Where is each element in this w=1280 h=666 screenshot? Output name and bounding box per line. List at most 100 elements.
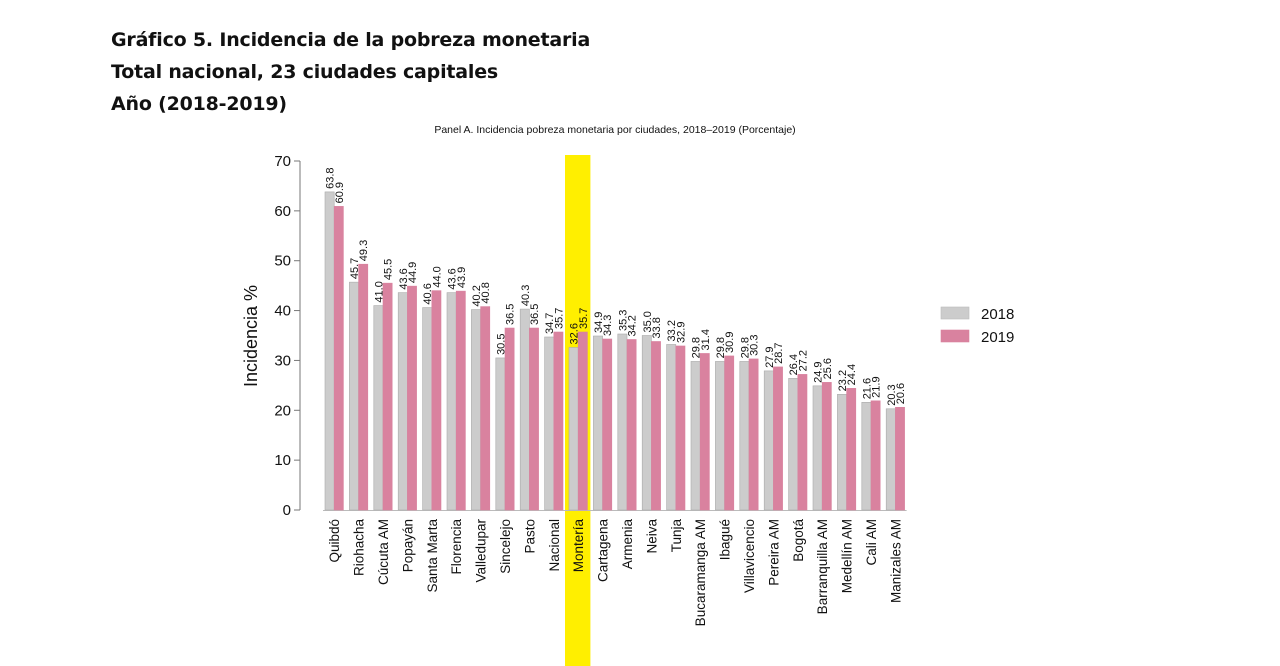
- bar-2018: [715, 361, 725, 511]
- data-label-2018: 26.4: [788, 354, 800, 375]
- bar-2019: [504, 327, 515, 511]
- bar-2019: [529, 327, 539, 511]
- x-tick-label: Riohacha: [352, 519, 367, 577]
- data-label-2019: 35.7: [553, 308, 565, 329]
- bar-2018: [837, 394, 847, 511]
- bar-2019: [382, 282, 393, 511]
- bar-2019: [748, 358, 759, 511]
- x-tick-label: Sincelejo: [498, 519, 513, 574]
- x-tick-label: Barranquilla AM: [815, 519, 830, 614]
- data-label-2018: 40.3: [520, 285, 532, 306]
- figure-title: Gráfico 5. Incidencia de la pobreza mone…: [111, 29, 591, 51]
- bar-2019: [870, 400, 881, 511]
- x-tick-label: Pasto: [522, 519, 537, 554]
- figure-subtitle: Total nacional, 23 ciudades capitales: [111, 61, 498, 83]
- data-label-2019: 33.8: [651, 317, 663, 338]
- data-label-2019: 20.6: [895, 383, 907, 404]
- bar-2018: [617, 333, 628, 511]
- bar-2018: [690, 361, 701, 511]
- x-tick-label: Bucaramanga AM: [693, 519, 708, 626]
- bar-2018: [446, 292, 457, 511]
- data-label-2019: 34.2: [627, 315, 639, 336]
- x-tick-label: Popayán: [400, 519, 415, 572]
- data-label-2019: 25.6: [822, 358, 834, 379]
- y-tick-label: 20: [274, 402, 291, 419]
- bar-2019: [626, 339, 637, 511]
- bar-2018: [812, 385, 823, 511]
- data-label-2018: 33.2: [666, 320, 678, 341]
- data-label-2018: 43.6: [398, 268, 410, 289]
- x-tick-label: Ibagué: [718, 519, 733, 560]
- bar-2018: [739, 361, 750, 511]
- x-tick-label: Santa Marta: [425, 519, 440, 593]
- data-label-2018: 23.2: [837, 370, 849, 391]
- data-label-2019: 35.7: [578, 308, 590, 329]
- data-label-2018: 30.5: [495, 334, 507, 355]
- bar-2018: [544, 336, 555, 511]
- x-tick-label: Cúcuta AM: [376, 519, 391, 585]
- legend-swatch-2018: [940, 306, 970, 320]
- bar-2018: [593, 335, 603, 511]
- bar-2019: [724, 355, 735, 511]
- x-tick-label: Medellín AM: [840, 519, 855, 593]
- bar-2019: [699, 353, 710, 511]
- bar-2018: [422, 307, 433, 511]
- bar-2019: [407, 285, 417, 511]
- x-tick-label: Armenia: [620, 519, 635, 570]
- data-label-2019: 32.9: [675, 322, 687, 343]
- x-tick-label: Montería: [571, 519, 586, 573]
- bar-2018: [788, 378, 799, 511]
- y-tick-label: 50: [274, 253, 291, 270]
- figure-period: Año (2018-2019): [111, 93, 287, 115]
- data-label-2018: 35.0: [642, 311, 654, 332]
- data-label-2018: 40.2: [471, 285, 483, 306]
- data-label-2019: 45.5: [383, 259, 395, 280]
- bar-2018: [373, 305, 384, 511]
- data-label-2019: 31.4: [700, 329, 712, 350]
- x-tick-label: Valledupar: [474, 518, 489, 582]
- bar-2019: [651, 341, 661, 511]
- data-label-2019: 36.5: [529, 304, 541, 325]
- bar-2019: [846, 388, 857, 511]
- data-label-2018: 63.8: [325, 167, 337, 188]
- data-label-2018: 21.6: [861, 378, 873, 399]
- chart-title: Panel A. Incidencia pobreza monetaria po…: [434, 124, 795, 136]
- y-tick-label: 0: [283, 502, 291, 519]
- bar-2019: [553, 331, 564, 511]
- bar-2019: [773, 366, 783, 511]
- x-tick-label: Manizales AM: [888, 519, 903, 603]
- bar-2018: [641, 335, 652, 511]
- x-tick-label: Villavicencio: [742, 519, 757, 593]
- data-label-2019: 24.4: [846, 364, 858, 385]
- bar-2018: [397, 292, 408, 511]
- bar-2018: [861, 402, 872, 511]
- data-label-2018: 24.9: [813, 361, 825, 382]
- data-label-2019: 27.2: [797, 350, 809, 371]
- x-tick-label: Quibdó: [327, 519, 342, 563]
- data-label-2019: 60.9: [334, 182, 346, 203]
- bar-2019: [675, 345, 686, 511]
- bar-2018: [519, 308, 530, 511]
- data-label-2018: 29.8: [739, 337, 751, 358]
- bar-2019: [602, 338, 613, 511]
- x-tick-label: Tunja: [669, 519, 684, 553]
- bar-2019: [455, 290, 466, 511]
- y-tick-label: 60: [274, 203, 291, 220]
- x-tick-label: Florencia: [449, 519, 464, 575]
- x-tick-label: Cartagena: [596, 519, 611, 583]
- data-label-2018: 34.9: [593, 312, 605, 333]
- legend-label-2018: 2018: [981, 306, 1014, 323]
- data-label-2018: 40.6: [422, 283, 434, 304]
- bar-2018: [495, 357, 506, 511]
- bar-2019: [480, 306, 491, 511]
- data-label-2018: 34.7: [544, 313, 556, 334]
- bar-2018: [666, 344, 677, 511]
- data-label-2019: 43.9: [456, 267, 468, 288]
- bar-2019: [577, 331, 588, 511]
- data-label-2019: 30.3: [749, 335, 761, 356]
- x-tick-label: Cali AM: [864, 519, 879, 566]
- data-label-2019: 28.7: [773, 342, 785, 363]
- bar-2019: [358, 263, 369, 511]
- bar-2018: [349, 281, 359, 511]
